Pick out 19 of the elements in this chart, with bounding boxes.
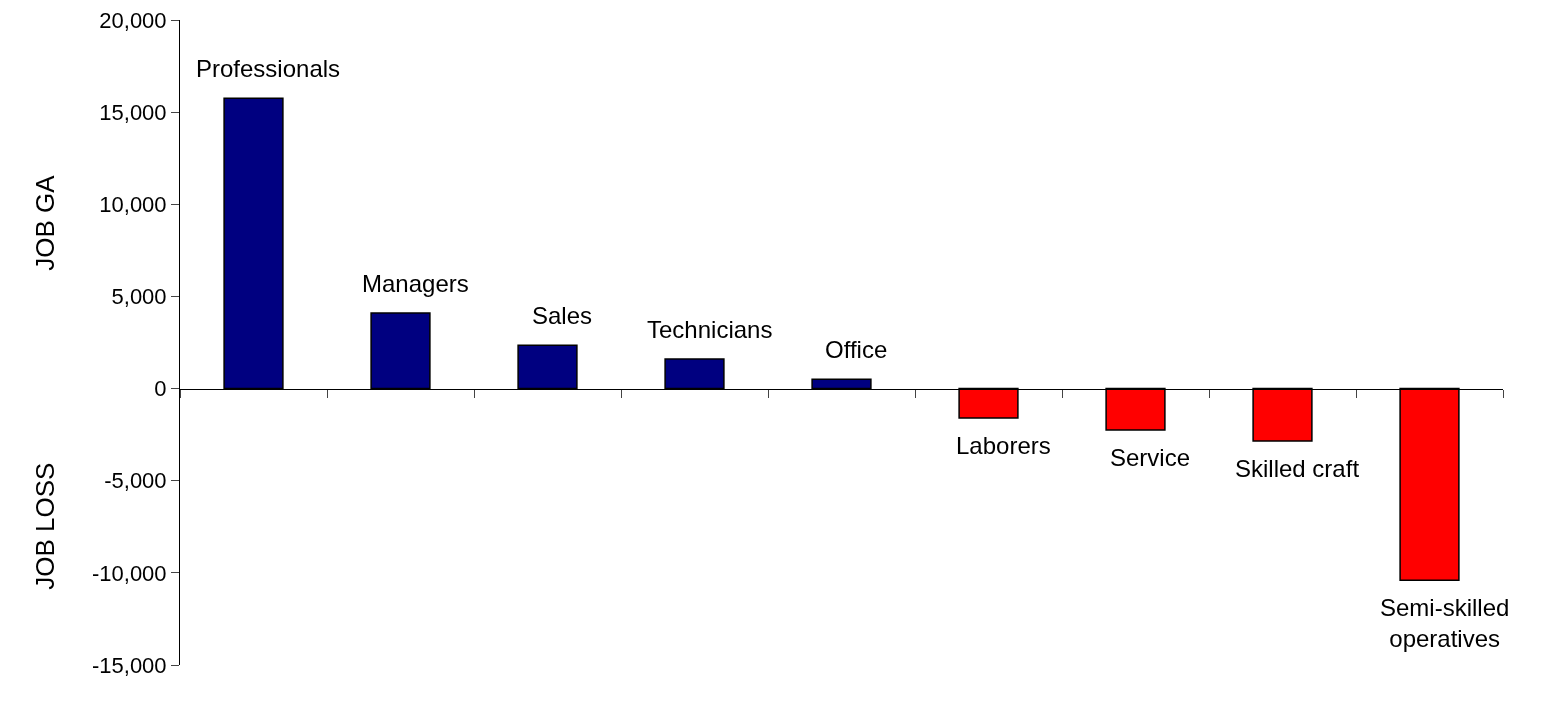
y-tick-label: 10,000: [99, 191, 167, 217]
y-tick-label: -15,000: [91, 652, 167, 678]
x-tick-label: Skilled craft: [1235, 455, 1360, 482]
x-tick-label: Technicians: [647, 316, 773, 343]
x-tick-label: Semi-skilled operatives: [1380, 594, 1510, 653]
y-tick-label: 20,000: [99, 7, 167, 33]
x-tick-label: Laborers: [956, 432, 1051, 459]
y-tick-label: -5,000: [104, 468, 167, 494]
x-tick-label: Professionals: [196, 55, 341, 82]
y-axis-title: JOB GA: [30, 174, 61, 271]
text: JOB LOSS: [30, 462, 61, 590]
y-tick-label: 0: [154, 376, 167, 402]
x-tick-label: Office: [825, 336, 888, 363]
y-tick-label: 15,000: [99, 99, 167, 125]
x-tick-label: Managers: [362, 270, 469, 297]
x-tick-label: Sales: [532, 302, 593, 329]
y-tick-label: -10,000: [91, 560, 167, 586]
x-tick-label: Service: [1110, 444, 1191, 471]
y-tick-label: 5,000: [111, 284, 167, 310]
